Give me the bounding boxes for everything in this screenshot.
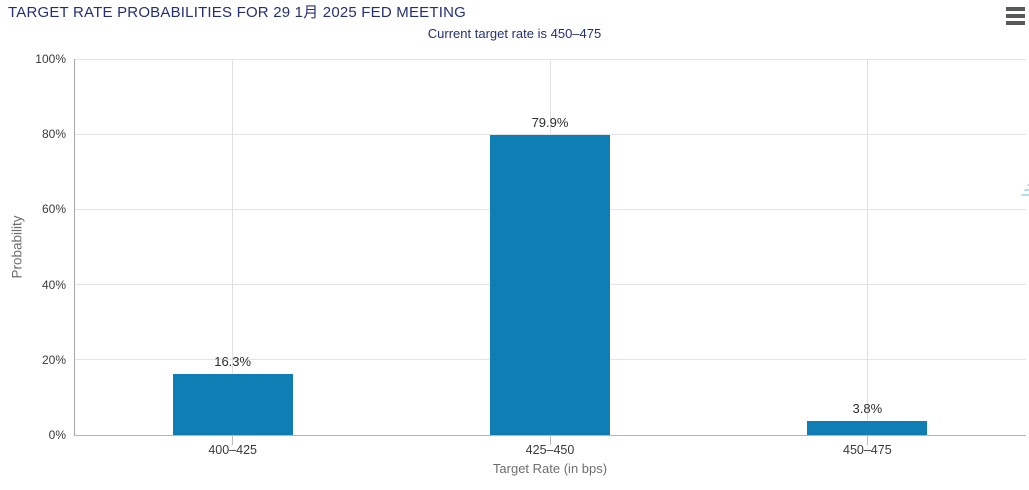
bar-value-label: 16.3% (214, 353, 252, 369)
bar-value-label: 79.9% (531, 114, 569, 130)
x-tick (866, 435, 868, 445)
y-axis-title: Probability (9, 215, 25, 279)
x-tick-label: 450–475 (842, 443, 892, 457)
chart-title: TARGET RATE PROBABILITIES FOR 29 1月 2025… (8, 4, 467, 21)
y-tick-label: 40% (41, 277, 66, 292)
x-tick (232, 435, 234, 445)
y-tick-label: 100% (35, 52, 66, 66)
probability-bar[interactable] (490, 134, 610, 435)
chart-menu-button[interactable] (1004, 2, 1027, 30)
probability-bar[interactable] (807, 420, 928, 435)
x-tick (549, 435, 551, 445)
x-tick-label: 425–450 (525, 443, 575, 457)
chart-subtitle: Current target rate is 450–475 (427, 26, 602, 41)
x-gridline (232, 59, 234, 435)
y-axis-line (74, 59, 75, 436)
y-tick-label: 80% (41, 127, 66, 142)
bar-value-label: 3.8% (852, 400, 883, 416)
hamburger-icon (1006, 7, 1025, 25)
y-tick-label: 20% (41, 352, 66, 367)
x-tick-label: 400–425 (208, 443, 257, 457)
plot-area: Q 16.3%79.9%3.8% (74, 58, 1029, 435)
watermark-dashes-icon (1020, 119, 1029, 197)
x-gridline (866, 59, 868, 435)
probability-bar[interactable] (172, 373, 293, 435)
x-axis-title: Target Rate (in bps) (492, 461, 608, 476)
y-tick-label: 60% (41, 202, 66, 217)
y-tick-label: 0% (48, 428, 66, 442)
